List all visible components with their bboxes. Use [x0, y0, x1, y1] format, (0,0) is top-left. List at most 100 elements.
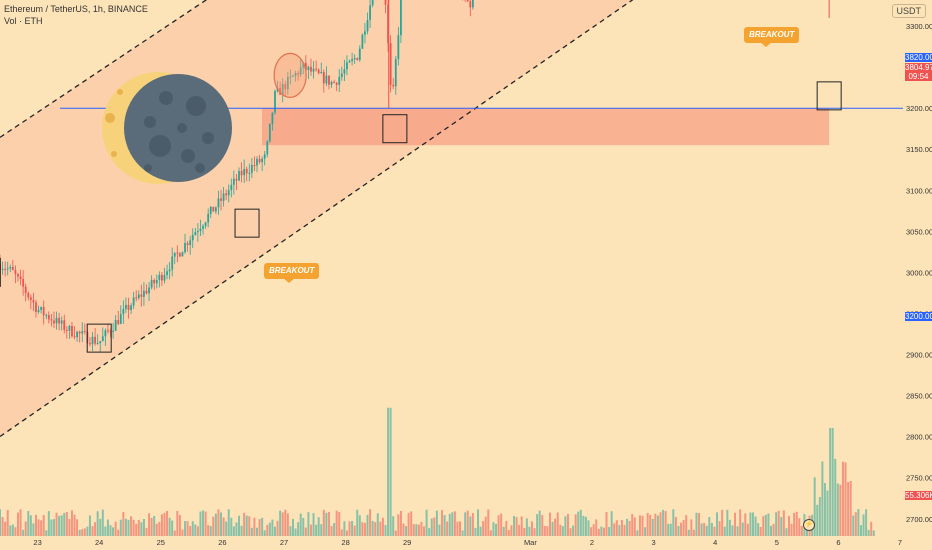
volume-bar — [600, 526, 603, 536]
volume-bar — [451, 512, 454, 536]
candle-body — [81, 331, 84, 334]
volume-bar — [14, 527, 17, 536]
volume-bar — [734, 512, 737, 536]
volume-bar — [315, 524, 318, 536]
volume-bar — [119, 519, 122, 536]
volume-bar — [430, 518, 433, 536]
price-tick-label: 3300.00 — [906, 22, 932, 31]
candle-body — [65, 330, 68, 332]
volume-bar — [623, 524, 626, 536]
volume-bar — [795, 511, 798, 536]
candle-body — [299, 67, 302, 75]
currency-button[interactable]: USDT — [891, 4, 926, 18]
volume-bar — [356, 509, 359, 536]
volume-bar — [847, 482, 850, 536]
volume-bar — [731, 525, 734, 536]
breakout-tag: BREAKOUT — [744, 27, 800, 43]
volume-bar — [770, 525, 772, 536]
candle-body — [176, 252, 179, 254]
candle-body — [366, 20, 369, 32]
volume-bar — [680, 522, 683, 536]
volume-bar — [505, 520, 508, 536]
volume-bar — [299, 513, 302, 536]
price-tick-label: 3150.00 — [906, 145, 932, 154]
volume-bar — [99, 518, 102, 536]
volume-bar — [746, 523, 749, 536]
candle-body — [220, 198, 222, 201]
volume-bar — [813, 477, 816, 536]
candle-body — [232, 178, 235, 185]
volume-bar — [677, 525, 680, 536]
candle-body — [101, 336, 104, 342]
volume-bar — [538, 510, 541, 536]
volume-bar — [112, 527, 115, 536]
volume-bar — [790, 523, 793, 536]
volume-bar — [137, 519, 140, 536]
candle-body — [320, 71, 323, 74]
volume-bar — [402, 523, 405, 536]
candle-body — [369, 5, 371, 21]
candle-body — [35, 302, 37, 313]
candle-body — [191, 234, 194, 241]
volume-bar — [800, 525, 803, 536]
volume-bar — [263, 530, 266, 536]
candle-body — [353, 58, 356, 60]
volume-bar — [631, 513, 634, 536]
candle-body — [143, 290, 145, 297]
volume-bar — [11, 524, 14, 536]
candle-body — [17, 274, 19, 277]
volume-bar — [489, 530, 492, 536]
volume-bar — [620, 520, 623, 536]
volume-bar — [369, 509, 372, 536]
volume-bar — [461, 530, 464, 536]
candle-body — [202, 226, 204, 229]
candle-body — [68, 325, 71, 331]
volume-bar — [551, 521, 554, 536]
candle-body — [1, 268, 4, 270]
candle-body — [171, 256, 174, 270]
volume-bar — [636, 530, 639, 536]
candle-body — [29, 297, 32, 301]
volume-bar — [579, 509, 582, 536]
volume-bar — [798, 518, 801, 536]
candle-body — [358, 48, 361, 60]
candle-body — [389, 43, 392, 85]
candle-body — [114, 320, 117, 331]
candle-body — [137, 294, 140, 299]
volume-bar — [399, 510, 402, 536]
lightning-icon[interactable]: ⚡ — [803, 519, 815, 531]
volume-bar — [484, 516, 487, 536]
volume-bar — [872, 530, 875, 536]
volume-bar — [456, 521, 459, 536]
candle-body — [361, 34, 364, 49]
volume-bar — [459, 521, 462, 536]
candle-body — [140, 294, 143, 297]
volume-bar — [330, 525, 333, 536]
volume-bar — [839, 484, 842, 536]
volume-bar — [238, 515, 241, 536]
volume-bar — [186, 521, 189, 536]
volume-bar — [196, 526, 199, 536]
candle-body — [322, 71, 325, 84]
volume-bar — [420, 521, 423, 536]
volume-bar — [479, 526, 482, 536]
volume-bar — [19, 509, 22, 536]
volume-bar — [181, 529, 184, 536]
candle-body — [6, 268, 9, 270]
volume-bar — [289, 526, 292, 536]
volume-bar — [405, 526, 408, 536]
volume-bar — [477, 509, 480, 536]
candle-body — [189, 240, 192, 246]
volume-bar — [752, 512, 755, 536]
volume-bar — [86, 526, 89, 536]
volume-bar — [47, 511, 50, 536]
candle-body — [333, 81, 335, 83]
moon-crater — [149, 135, 171, 157]
volume-bar — [739, 509, 742, 536]
candle-body — [292, 75, 294, 77]
candle-body — [32, 300, 35, 303]
volume-bar — [94, 522, 97, 536]
candles-layer — [0, 0, 830, 353]
volume-bar — [577, 511, 580, 536]
